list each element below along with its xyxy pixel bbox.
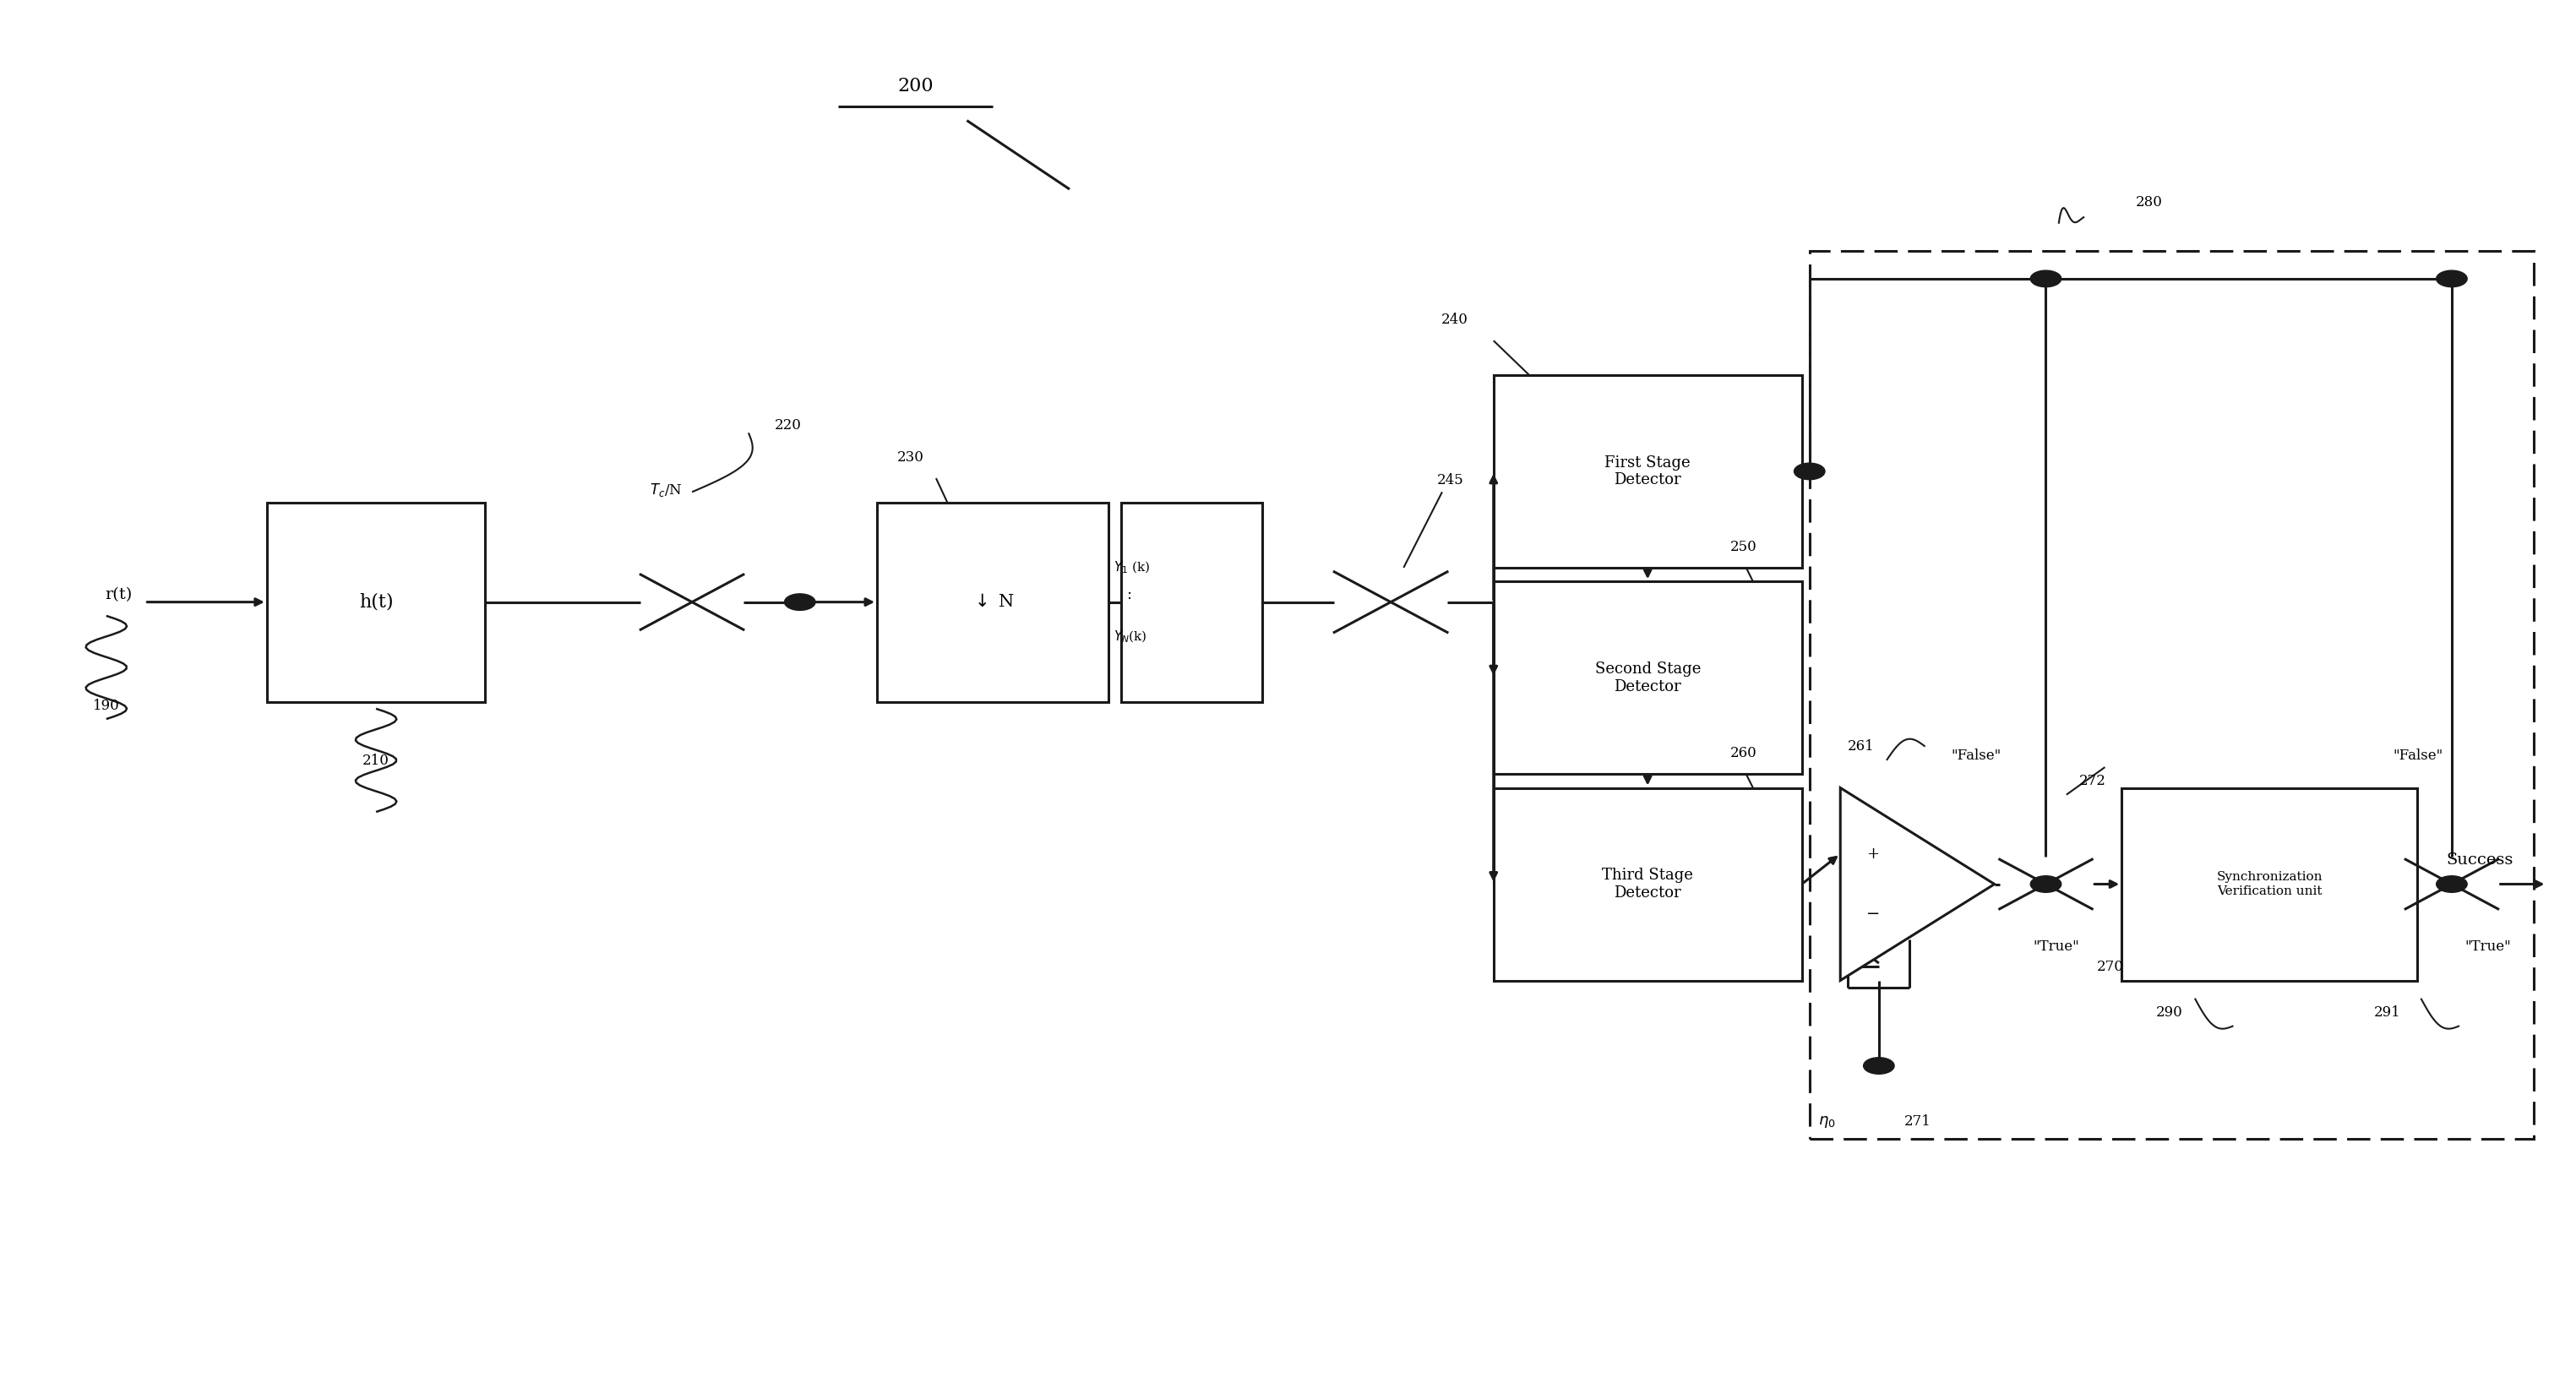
Text: "True": "True" [2032, 939, 2079, 953]
Text: $Y_N$(k): $Y_N$(k) [1113, 629, 1146, 644]
Text: 271: 271 [1904, 1113, 1932, 1129]
Text: 240: 240 [1443, 313, 1468, 326]
Circle shape [1793, 463, 1824, 480]
FancyBboxPatch shape [876, 502, 1108, 701]
Text: :: : [1126, 588, 1131, 603]
FancyBboxPatch shape [1494, 581, 1801, 774]
FancyBboxPatch shape [268, 502, 484, 701]
Text: 260: 260 [1731, 745, 1757, 761]
Text: 230: 230 [896, 449, 925, 465]
Text: 261: 261 [1847, 739, 1875, 754]
FancyBboxPatch shape [1494, 788, 1801, 981]
Text: $\downarrow$ N: $\downarrow$ N [971, 593, 1015, 610]
Text: "False": "False" [2393, 748, 2445, 763]
Circle shape [786, 593, 817, 610]
FancyBboxPatch shape [1121, 502, 1262, 701]
Text: First Stage
Detector: First Stage Detector [1605, 455, 1690, 488]
Text: +: + [1865, 846, 1878, 862]
Text: Synchronization
Verification unit: Synchronization Verification unit [2215, 871, 2324, 898]
Text: 280: 280 [2136, 195, 2164, 210]
Text: Second Stage
Detector: Second Stage Detector [1595, 661, 1700, 694]
Text: 200: 200 [896, 77, 933, 95]
Text: $T_c$/N: $T_c$/N [649, 481, 683, 499]
FancyBboxPatch shape [2123, 788, 2416, 981]
Text: −: − [1865, 907, 1880, 922]
Circle shape [1862, 1058, 1893, 1075]
Text: 220: 220 [775, 419, 801, 433]
FancyBboxPatch shape [1494, 375, 1801, 567]
Text: 245: 245 [1437, 473, 1463, 488]
Circle shape [2030, 875, 2061, 892]
Text: Third Stage
Detector: Third Stage Detector [1602, 867, 1692, 900]
Circle shape [2437, 875, 2468, 892]
Text: 272: 272 [2079, 773, 2107, 788]
Text: 291: 291 [2375, 1005, 2401, 1019]
Text: "True": "True" [2465, 939, 2512, 953]
Text: Success: Success [2447, 852, 2514, 867]
Polygon shape [1839, 788, 1994, 981]
Text: 250: 250 [1731, 539, 1757, 555]
Text: "False": "False" [1953, 748, 2002, 763]
Text: 190: 190 [93, 698, 118, 712]
Text: $\eta_0$: $\eta_0$ [1819, 1113, 1834, 1129]
Circle shape [2437, 271, 2468, 286]
Text: 270: 270 [2097, 960, 2125, 974]
Circle shape [2030, 271, 2061, 286]
Text: $Y_1$ (k): $Y_1$ (k) [1113, 560, 1149, 575]
Text: 290: 290 [2156, 1005, 2182, 1019]
Text: r(t): r(t) [106, 588, 131, 603]
Text: 210: 210 [363, 754, 389, 768]
Text: h(t): h(t) [358, 593, 394, 611]
